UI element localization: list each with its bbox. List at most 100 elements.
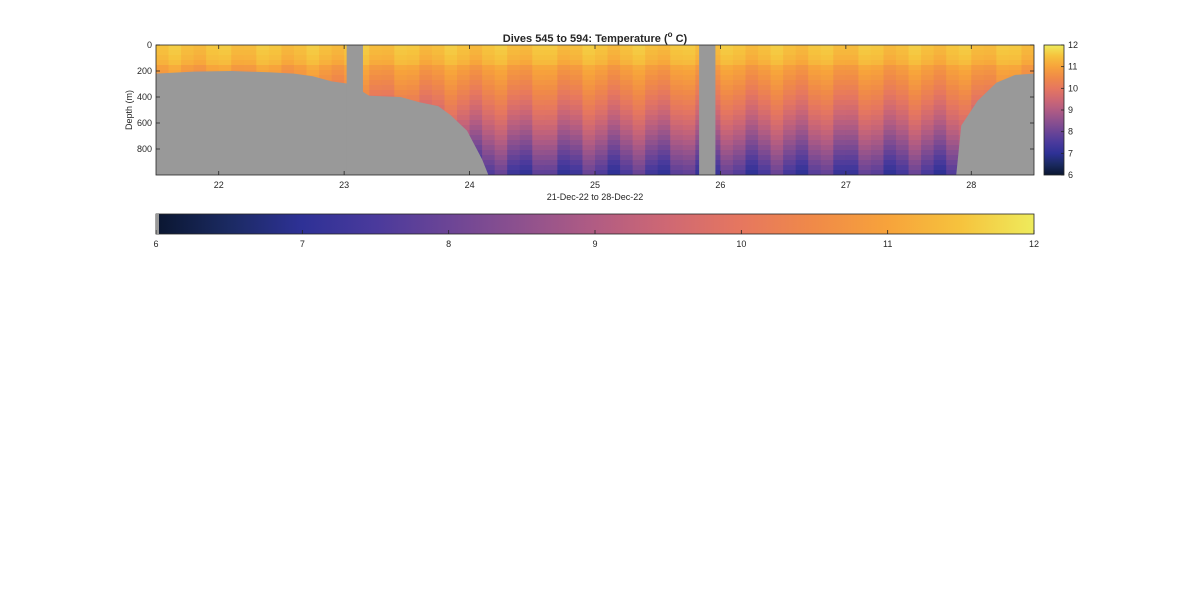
heatmap-cell-1098: [682, 75, 696, 81]
heatmap-cell-709: [494, 80, 508, 86]
heatmap-cell-843: [557, 100, 571, 106]
heatmap-cell-1275: [770, 50, 784, 56]
heatmap-cell-1625: [933, 110, 947, 116]
heatmap-cell-948: [607, 105, 621, 111]
vcb-tick-label-9: 9: [1068, 105, 1073, 115]
heatmap-cell-1416: [833, 105, 847, 111]
heatmap-cell-1716: [983, 45, 997, 51]
heatmap-cell-1488: [870, 75, 885, 81]
heatmap-cell-1500: [870, 135, 885, 141]
heatmap-cell-1306: [783, 75, 797, 81]
heatmap-cell-1276: [770, 55, 784, 61]
heatmap-cell-1213: [732, 130, 747, 136]
heatmap-cell-1593: [921, 80, 935, 86]
heatmap-cell-666: [469, 125, 483, 131]
heatmap-cell-760: [519, 75, 533, 81]
heatmap-cell-899: [582, 120, 596, 126]
heatmap-cell-468: [381, 45, 395, 51]
heatmap-cell-1329: [795, 60, 809, 66]
heatmap-cell-880: [569, 155, 584, 161]
heatmap-cell-1252: [758, 65, 772, 71]
heatmap-cell-1564: [908, 65, 922, 71]
heatmap-cell-955: [607, 140, 621, 146]
heatmap-cell-82: [193, 65, 207, 71]
heatmap-cell-861: [569, 60, 584, 66]
heatmap-cell-1173: [720, 60, 734, 66]
heatmap-cell-1655: [946, 130, 960, 136]
heatmap-cell-603: [444, 70, 458, 76]
heatmap-cell-1430: [845, 45, 859, 51]
heatmap-cell-1367: [808, 120, 822, 126]
heatmap-cell-1458: [858, 55, 872, 61]
heatmap-cell-856: [557, 165, 571, 171]
heatmap-cell-1541: [896, 80, 910, 86]
heatmap-cell-1037: [645, 160, 659, 166]
heatmap-cell-1099: [682, 80, 696, 86]
heatmap-cell-1518: [883, 95, 897, 101]
heatmap-cell-796: [532, 125, 546, 131]
heatmap-cell-1538: [896, 65, 910, 71]
seafloor-mask: [156, 71, 1034, 175]
heatmap-cell-925: [595, 120, 609, 126]
heatmap-cell-729: [507, 50, 521, 56]
heatmap-cell-828: [544, 155, 558, 161]
heatmap-cell-159: [231, 60, 245, 66]
heatmap-cell-1567: [908, 80, 922, 86]
heatmap-cell-1210: [732, 115, 747, 121]
heatmap-cell-1661: [946, 160, 960, 166]
heatmap-cell-1719: [983, 60, 997, 66]
heatmap-cell-316: [306, 65, 320, 71]
x-tick-label-28: 28: [966, 180, 976, 190]
heatmap-cell-1720: [983, 65, 997, 71]
heatmap-cell-1047: [657, 80, 671, 86]
heatmap-cell-1436: [845, 75, 859, 81]
heatmap-cell-423: [356, 80, 370, 86]
heatmap-cell-1239: [745, 130, 759, 136]
heatmap-cell-1224: [745, 55, 759, 61]
heatmap-cell-1694: [971, 65, 985, 71]
heatmap-cell-1021: [645, 80, 659, 86]
heatmap-cell-1663: [946, 170, 960, 175]
heatmap-cell-966: [620, 65, 634, 71]
heatmap-cell-424: [356, 85, 370, 91]
heatmap-cell-860: [569, 55, 584, 61]
heatmap-cell-949: [607, 110, 621, 116]
heatmap-cell-338: [319, 45, 333, 51]
heatmap-cell-808: [544, 55, 558, 61]
heatmap-cell-1049: [657, 90, 671, 96]
heatmap-cell-313: [306, 50, 320, 56]
heatmap-cell-1403: [820, 170, 834, 175]
heatmap-cell-1533: [883, 170, 897, 175]
heatmap-cell-989: [632, 50, 646, 56]
heatmap-cell-1103: [682, 100, 696, 106]
heatmap-cell-721: [494, 140, 508, 146]
heatmap-cell-868: [569, 95, 584, 101]
horizontal-colorbar-nodata-swatch: [156, 214, 159, 234]
heatmap-cell-965: [620, 60, 634, 66]
heatmap-cell-1190: [720, 145, 734, 151]
heatmap-cell-1577: [908, 130, 922, 136]
heatmap-cell-572: [431, 45, 446, 51]
heatmap-cell-676: [482, 45, 496, 51]
heatmap-cell-1450: [845, 145, 859, 151]
heatmap-cell-1237: [745, 120, 759, 126]
heatmap-cell-1302: [783, 55, 797, 61]
heatmap-cell-1350: [795, 165, 809, 171]
heatmap-cell-1113: [682, 150, 696, 156]
heatmap-cell-901: [582, 130, 596, 136]
heatmap-cell-1599: [921, 110, 935, 116]
heatmap-cell-982: [620, 145, 634, 151]
heatmap-cell-898: [582, 115, 596, 121]
heatmap-cell-979: [620, 130, 634, 136]
heatmap-cell-1287: [770, 110, 784, 116]
heatmap-cell-1529: [883, 150, 897, 156]
heatmap-cell-526: [406, 75, 420, 81]
heatmap-cell-1552: [896, 135, 910, 141]
heatmap-cell-1274: [770, 45, 784, 51]
heatmap-cell-1264: [758, 125, 772, 131]
heatmap-cell-1060: [657, 145, 671, 151]
heatmap-cell-265: [281, 70, 295, 76]
heatmap-cell-735: [507, 80, 521, 86]
heatmap-cell-1368: [808, 125, 822, 131]
heatmap-cell-707: [494, 70, 508, 76]
